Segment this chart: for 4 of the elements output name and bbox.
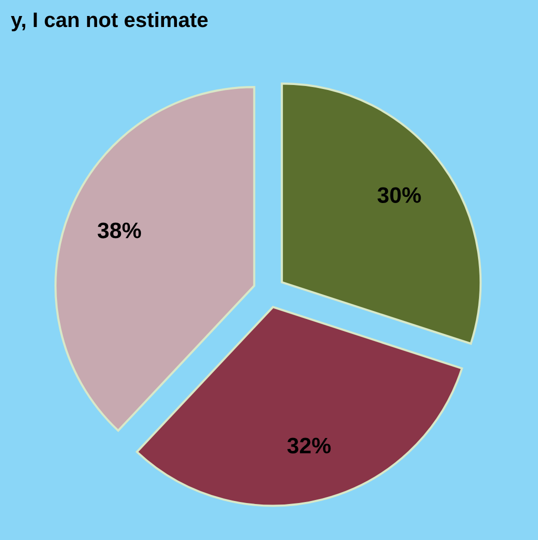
text: y, I can not estimate	[10, 12, 208, 32]
data-label: 30%	[377, 187, 421, 203]
data-label: 38%	[98, 222, 141, 238]
data-label: 32%	[287, 438, 331, 454]
